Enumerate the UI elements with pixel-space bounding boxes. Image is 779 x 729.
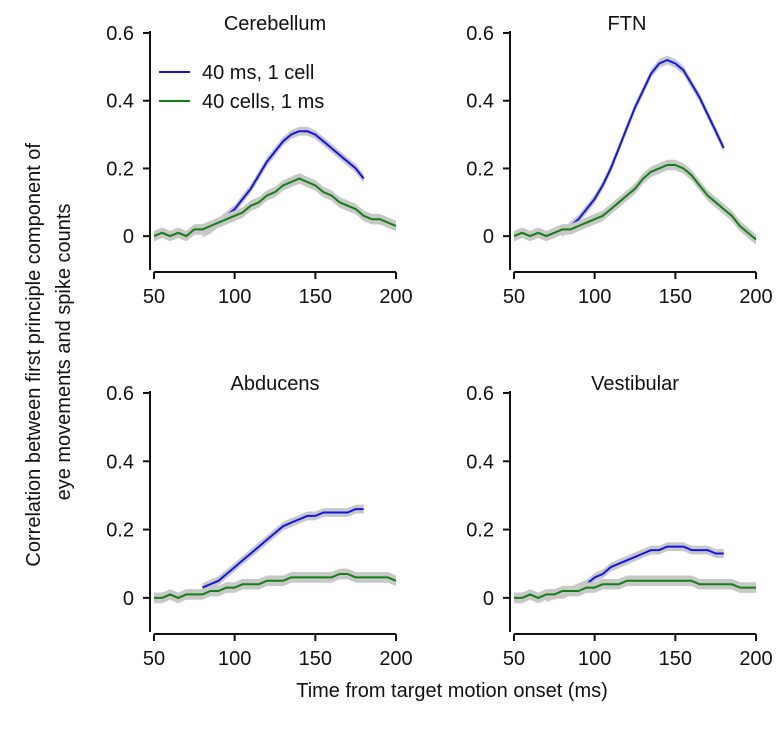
panel-abducens: Abducens 0 0.2 0.4 0.6 50 100 150 200: [106, 373, 413, 670]
y-tick-label: 0.6: [106, 23, 134, 45]
x-tick-label: 50: [503, 648, 525, 670]
x-tick-label: 150: [659, 286, 692, 308]
y-axis-label: Correlation between first principle comp…: [23, 137, 75, 566]
y-tick-label: 0.2: [466, 520, 494, 542]
x-tick-label: 100: [578, 286, 611, 308]
panel-title: FTN: [608, 13, 647, 35]
y-tick-label: 0: [483, 588, 494, 610]
x-tick-label: 50: [503, 286, 525, 308]
y-tick-label: 0: [123, 588, 134, 610]
confidence-band: [154, 568, 396, 604]
y-tick-label: 0.2: [106, 520, 134, 542]
y-tick-label: 0.6: [466, 23, 494, 45]
x-tick-label: 150: [299, 286, 332, 308]
legend: 40 ms, 1 cell 40 cells, 1 ms: [159, 62, 324, 113]
confidence-band: [514, 159, 756, 245]
x-tick-label: 150: [659, 648, 692, 670]
y-tick-label: 0.6: [106, 383, 134, 405]
panel-ftn: FTN 0 0.2 0.4 0.6 50 100 150 200: [466, 13, 773, 308]
y-axis-label-line-1: Correlation between first principle comp…: [23, 143, 45, 567]
series-line-population: [513, 164, 757, 241]
x-tick-label: 150: [299, 648, 332, 670]
y-tick-label: 0.2: [466, 158, 494, 180]
confidence-band: [514, 575, 756, 604]
x-tick-label: 200: [379, 648, 412, 670]
y-tick-label: 0.4: [106, 91, 134, 113]
y-tick-label: 0.6: [466, 383, 494, 405]
x-tick-label: 200: [739, 286, 772, 308]
panel-vestibular: Vestibular 0 0.2 0.4 0.6 50 100 150 200: [466, 373, 773, 670]
y-tick-label: 0.4: [466, 91, 494, 113]
y-axis-label-line-2: eye movements and spike counts: [53, 204, 75, 501]
x-tick-label: 200: [739, 648, 772, 670]
series-line-single-cell: [561, 59, 725, 234]
legend-label: 40 ms, 1 cell: [202, 62, 314, 84]
x-tick-label: 100: [578, 648, 611, 670]
x-tick-label: 50: [143, 286, 165, 308]
x-axis-label: Time from target motion onset (ms): [296, 680, 608, 702]
x-tick-label: 200: [379, 286, 412, 308]
y-tick-label: 0: [483, 226, 494, 248]
series-line-population: [154, 573, 397, 599]
x-tick-label: 100: [218, 286, 251, 308]
panels-layer: Cerebellum 0 0.2 0.4 0.6 50 100 150 200 FTN 0 0.2 0.…: [106, 13, 773, 670]
panel-title: Abducens: [231, 373, 320, 395]
y-tick-label: 0: [123, 226, 134, 248]
series-line-population: [514, 579, 756, 599]
confidence-band: [154, 173, 396, 242]
y-tick-label: 0.2: [106, 158, 134, 180]
series-line-population: [153, 177, 397, 238]
x-tick-label: 100: [218, 648, 251, 670]
panel-cerebellum: Cerebellum 0 0.2 0.4 0.6 50 100 150 200: [106, 13, 413, 308]
panel-title: Vestibular: [591, 373, 679, 395]
legend-label: 40 cells, 1 ms: [202, 91, 324, 113]
series-line-single-cell: [202, 508, 364, 589]
x-tick-label: 50: [143, 648, 165, 670]
y-tick-label: 0.4: [466, 451, 494, 473]
panel-title: Cerebellum: [224, 13, 326, 35]
y-tick-label: 0.4: [106, 451, 134, 473]
